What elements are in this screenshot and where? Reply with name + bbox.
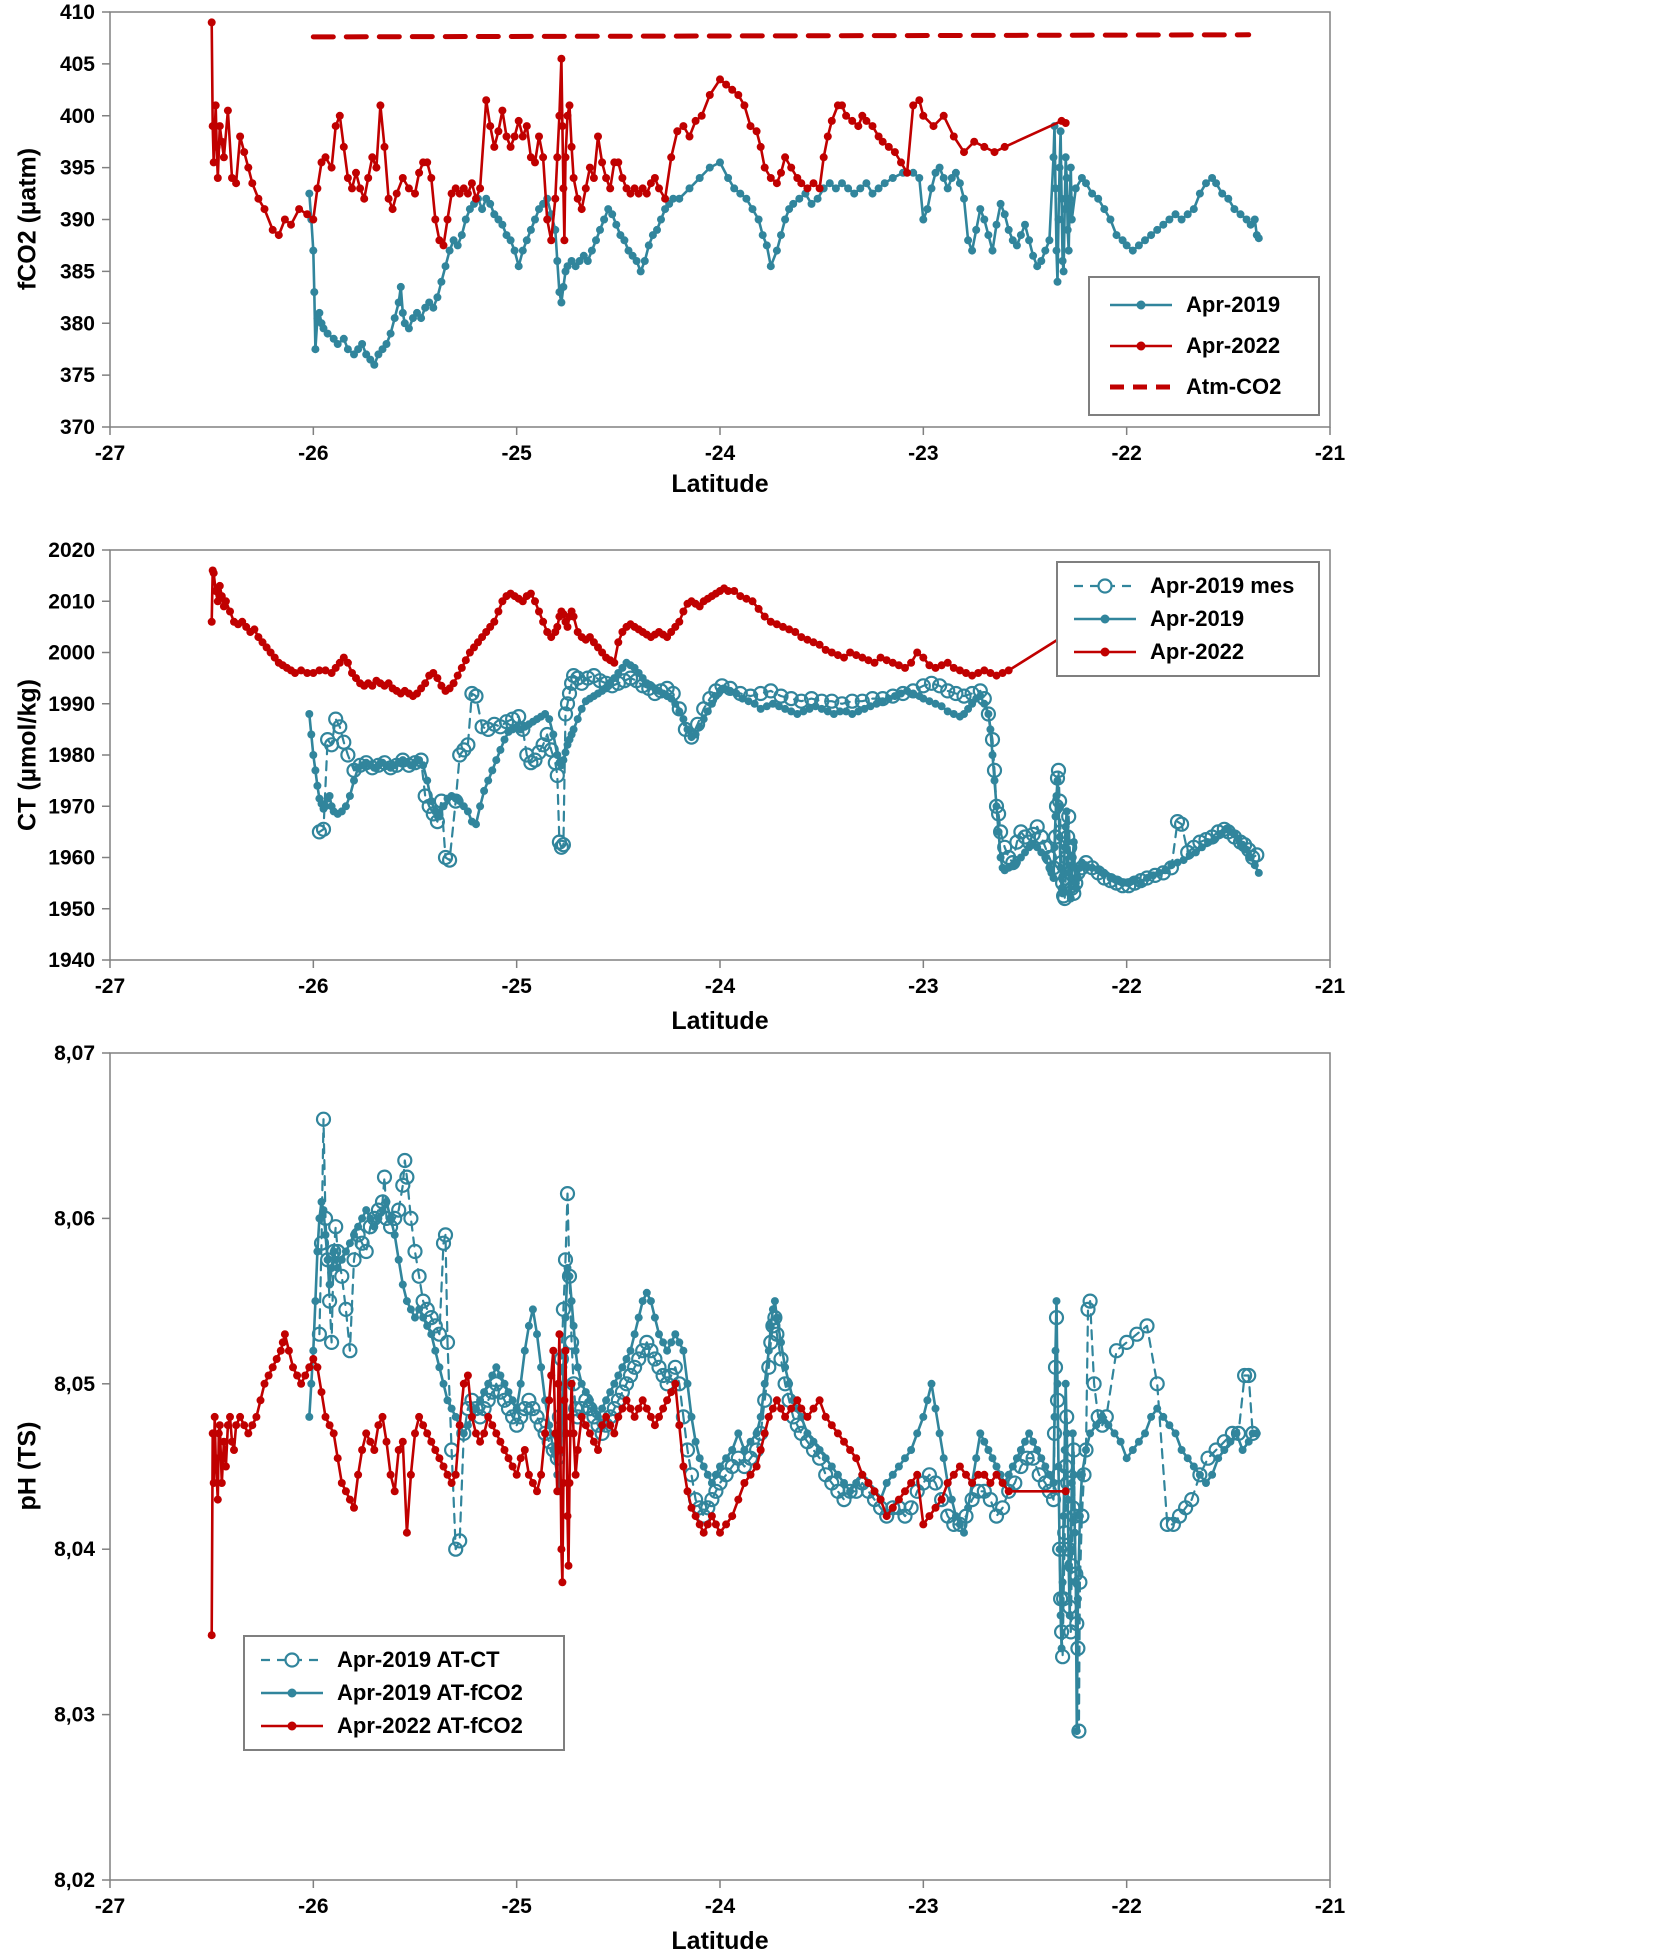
svg-text:2020: 2020 bbox=[48, 539, 95, 562]
svg-text:-22: -22 bbox=[1111, 1895, 1141, 1918]
legend-item: Apr-2022 bbox=[1108, 333, 1300, 359]
ct-y-axis-title: CT (µmol/kg) bbox=[13, 679, 42, 831]
legend-label: Apr-2022 AT-fCO2 bbox=[337, 1713, 523, 1738]
legend-label: Apr-2022 bbox=[1186, 333, 1281, 358]
atm-co2-dash-sample bbox=[1108, 376, 1174, 398]
legend-label: Apr-2019 AT-fCO2 bbox=[337, 1680, 523, 1705]
ph-legend: Apr-2019 AT-CT Apr-2019 AT-fCO2 Apr-2022… bbox=[243, 1635, 565, 1751]
svg-text:-24: -24 bbox=[705, 975, 736, 998]
fco2-legend: Apr-2019 Apr-2022 Atm-CO2 bbox=[1088, 276, 1320, 416]
ct-panel: 1940 1950 1960 1970 1980 1990 2000 2010 2020 -27 -… bbox=[0, 515, 1680, 1035]
apr2019-line-sample bbox=[1072, 608, 1138, 630]
fco2-panel: 370 375 380 385 390 395 400 405 410 -27 -26 -25 -24 -… bbox=[0, 0, 1680, 515]
legend-item: Apr-2019 AT-fCO2 bbox=[259, 1680, 549, 1706]
apr2022-line-sample bbox=[1108, 335, 1174, 357]
svg-text:390: 390 bbox=[60, 209, 95, 232]
svg-text:-23: -23 bbox=[908, 1895, 938, 1918]
svg-text:-25: -25 bbox=[501, 442, 532, 465]
legend-label: Apr-2019 bbox=[1150, 606, 1245, 631]
svg-text:-23: -23 bbox=[908, 975, 938, 998]
svg-text:1940: 1940 bbox=[48, 949, 95, 972]
svg-text:8,06: 8,06 bbox=[54, 1207, 95, 1230]
svg-text:410: 410 bbox=[60, 1, 95, 24]
svg-text:375: 375 bbox=[60, 364, 95, 387]
fco2-plot: 370 375 380 385 390 395 400 405 410 -27 -26 -25 -24 -… bbox=[60, 1, 1346, 465]
svg-text:-26: -26 bbox=[298, 975, 328, 998]
svg-text:-21: -21 bbox=[1315, 442, 1346, 465]
svg-text:385: 385 bbox=[60, 260, 95, 283]
legend-item: Apr-2019 bbox=[1108, 292, 1300, 318]
svg-text:8,03: 8,03 bbox=[54, 1704, 95, 1727]
legend-label: Apr-2019 mes bbox=[1150, 573, 1295, 598]
legend-item: Apr-2022 AT-fCO2 bbox=[259, 1713, 549, 1739]
svg-text:-22: -22 bbox=[1111, 442, 1141, 465]
svg-text:-24: -24 bbox=[705, 1895, 736, 1918]
svg-text:400: 400 bbox=[60, 105, 95, 128]
apr2022-line-sample bbox=[1072, 641, 1138, 663]
svg-text:2010: 2010 bbox=[48, 590, 95, 613]
svg-text:-22: -22 bbox=[1111, 975, 1141, 998]
legend-label: Apr-2022 bbox=[1150, 639, 1245, 664]
fco2-x-axis-title: Latitude bbox=[671, 470, 769, 498]
svg-text:8,07: 8,07 bbox=[54, 1042, 95, 1065]
svg-text:-27: -27 bbox=[95, 975, 125, 998]
ct-x-axis-title: Latitude bbox=[671, 1007, 769, 1035]
svg-text:1970: 1970 bbox=[48, 795, 95, 818]
svg-text:1980: 1980 bbox=[48, 744, 95, 767]
svg-text:395: 395 bbox=[60, 157, 95, 180]
svg-text:-26: -26 bbox=[298, 442, 328, 465]
svg-text:-26: -26 bbox=[298, 1895, 328, 1918]
svg-text:-24: -24 bbox=[705, 442, 736, 465]
svg-text:1990: 1990 bbox=[48, 693, 95, 716]
apr2019-line-sample bbox=[1108, 294, 1174, 316]
svg-text:-23: -23 bbox=[908, 442, 938, 465]
ph-x-axis-title: Latitude bbox=[671, 1927, 769, 1955]
legend-item: Atm-CO2 bbox=[1108, 374, 1300, 400]
svg-text:405: 405 bbox=[60, 53, 95, 76]
apr2019-at-ct-line-sample bbox=[259, 1649, 325, 1671]
legend-label: Apr-2019 AT-CT bbox=[337, 1647, 500, 1672]
svg-text:-21: -21 bbox=[1315, 975, 1346, 998]
apr2019-at-fco2-line-sample bbox=[259, 1682, 325, 1704]
legend-label: Apr-2019 bbox=[1186, 292, 1281, 317]
ct-plot: 1940 1950 1960 1970 1980 1990 2000 2010 2020 -27 -… bbox=[48, 539, 1346, 998]
svg-text:1960: 1960 bbox=[48, 847, 95, 870]
ph-panel: 8,02 8,03 8,04 8,05 8,06 8,07 -27 -26 -25 -24 -23 -… bbox=[0, 1035, 1680, 1960]
svg-text:2000: 2000 bbox=[48, 642, 95, 665]
svg-text:-27: -27 bbox=[95, 442, 125, 465]
legend-item: Apr-2019 AT-CT bbox=[259, 1647, 549, 1673]
ct-legend: Apr-2019 mes Apr-2019 Apr-2022 bbox=[1056, 561, 1320, 677]
legend-item: Apr-2019 mes bbox=[1072, 573, 1304, 599]
legend-label: Atm-CO2 bbox=[1186, 374, 1282, 399]
svg-text:-25: -25 bbox=[501, 1895, 532, 1918]
svg-text:-27: -27 bbox=[95, 1895, 125, 1918]
svg-text:370: 370 bbox=[60, 416, 95, 439]
apr2022-at-fco2-line-sample bbox=[259, 1715, 325, 1737]
fco2-y-axis-title: fCO2 (µatm) bbox=[13, 147, 42, 291]
svg-text:-21: -21 bbox=[1315, 1895, 1346, 1918]
legend-item: Apr-2019 bbox=[1072, 606, 1304, 632]
ph-y-axis-title: pH (TS) bbox=[13, 1421, 42, 1511]
svg-text:8,02: 8,02 bbox=[54, 1869, 95, 1892]
svg-text:380: 380 bbox=[60, 312, 95, 335]
svg-text:8,05: 8,05 bbox=[54, 1373, 95, 1396]
svg-text:-25: -25 bbox=[501, 975, 532, 998]
svg-text:8,04: 8,04 bbox=[54, 1538, 95, 1561]
legend-item: Apr-2022 bbox=[1072, 639, 1304, 665]
svg-text:1950: 1950 bbox=[48, 898, 95, 921]
ph-plot: 8,02 8,03 8,04 8,05 8,06 8,07 -27 -26 -25 -24 -23 -… bbox=[54, 1042, 1346, 1918]
apr2019-mes-line-sample bbox=[1072, 575, 1138, 597]
